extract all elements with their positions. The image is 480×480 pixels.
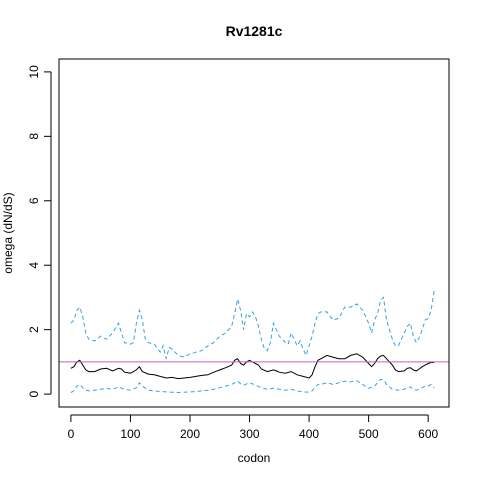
y-tick-label: 2 bbox=[27, 326, 41, 333]
y-axis: 0 2 4 6 8 10 bbox=[27, 65, 52, 397]
x-axis-label: codon bbox=[238, 451, 271, 465]
chart-title: Rv1281c bbox=[226, 23, 283, 39]
y-tick-label: 4 bbox=[27, 262, 41, 269]
series-line-3 bbox=[70, 379, 435, 394]
y-tick-label: 8 bbox=[27, 133, 41, 140]
y-axis-label: omega (dN/dS) bbox=[1, 192, 15, 273]
x-tick-label: 0 bbox=[68, 427, 75, 441]
y-tick-label: 10 bbox=[27, 65, 41, 79]
series-layer bbox=[59, 290, 449, 394]
series-line-2 bbox=[70, 353, 435, 380]
x-tick-label: 500 bbox=[359, 427, 379, 441]
y-tick-label: 0 bbox=[27, 390, 41, 397]
x-tick-label: 400 bbox=[299, 427, 319, 441]
x-tick-label: 200 bbox=[180, 427, 200, 441]
x-tick-label: 100 bbox=[120, 427, 140, 441]
plot-frame bbox=[58, 58, 450, 408]
x-tick-label: 300 bbox=[240, 427, 260, 441]
x-axis: 0 100 200 300 400 500 600 bbox=[68, 414, 438, 441]
x-tick-label: 600 bbox=[418, 427, 438, 441]
series-line-1 bbox=[70, 290, 435, 359]
y-tick-label: 6 bbox=[27, 197, 41, 204]
